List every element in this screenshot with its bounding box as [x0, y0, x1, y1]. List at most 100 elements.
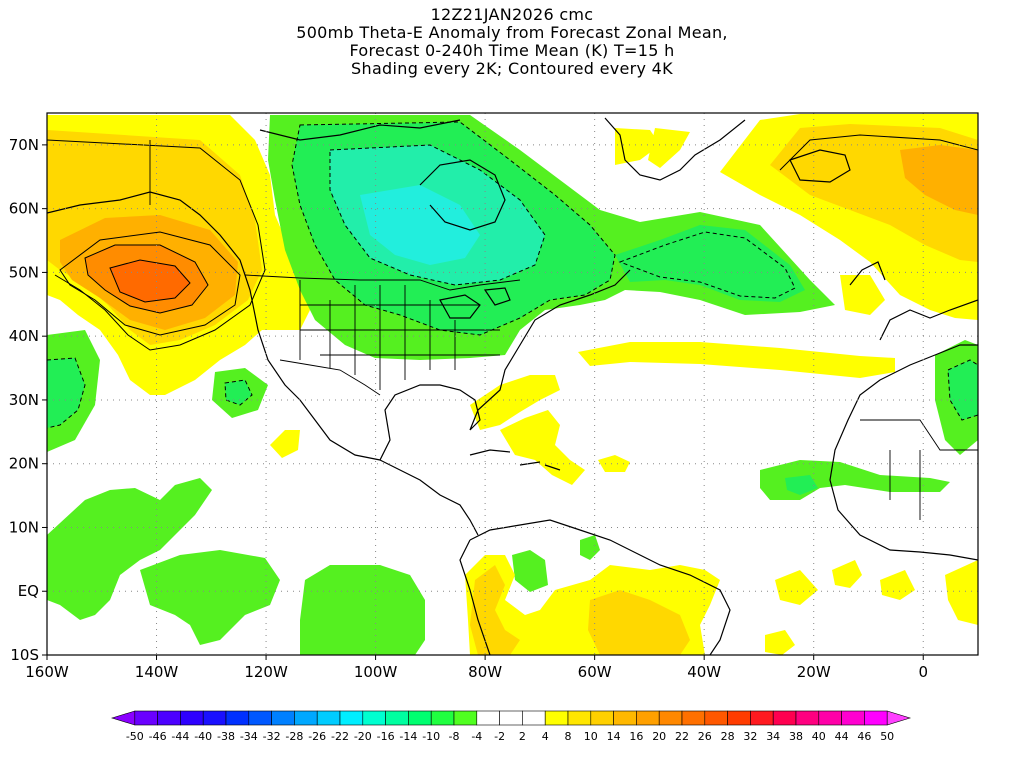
- hudson-bay-coastline: [419, 159, 506, 231]
- colorbar: -50 -46 -44 -40 -38 -34 -32 -28 -26 -22 -20 -16 -14-…: [110, 710, 912, 743]
- us-mexico-border: [279, 359, 381, 396]
- colombia-cold: [580, 535, 600, 560]
- africa-borders: [860, 419, 978, 520]
- map-frame: [46, 112, 979, 656]
- lon-tick-label: 160W: [25, 663, 69, 681]
- lat-tick-label: 50N: [9, 263, 39, 281]
- contour-epac-neg4: [47, 357, 86, 429]
- colorbar-label: 2: [519, 730, 526, 743]
- colorbar-label: 8: [565, 730, 572, 743]
- colorbar-label: 10: [584, 730, 598, 743]
- colorbar-swatch: [841, 710, 865, 726]
- colorbar-label: 46: [857, 730, 871, 743]
- contour-pacific-12: [109, 259, 191, 303]
- central-america-cold: [512, 550, 548, 592]
- colorbar-swatch: [772, 710, 797, 726]
- map-axes: 160W 140W 120W 100W 80W 60W 40W 20W 0 70N 60N 50N 40…: [9, 136, 928, 681]
- atlantic-warm-patch-2: [765, 630, 795, 655]
- contour-na-neg8: [329, 144, 546, 286]
- mexico-warm-patch: [270, 430, 300, 458]
- north-america-coastline: [47, 191, 479, 536]
- colorbar-label: 22: [675, 730, 689, 743]
- title-line-variable: 500mb Theta-E Anomaly from Forecast Zona…: [296, 23, 728, 42]
- colorbar-label: -20: [354, 730, 372, 743]
- west-africa-cold-inner: [785, 475, 818, 495]
- gulf-coastline: [379, 269, 631, 461]
- lon-tick-label: 40W: [687, 663, 721, 681]
- colorbar-swatch: [430, 710, 455, 726]
- atlantic-warm-patch: [775, 570, 818, 605]
- gulf-warm-patch: [470, 375, 560, 430]
- atlantic-warm-band: [578, 342, 895, 378]
- colorbar-label: -10: [422, 730, 440, 743]
- us-canada-border: [244, 274, 521, 291]
- equatorial-atlantic-warm: [880, 570, 915, 600]
- greenland-warm-anomaly: [615, 128, 660, 165]
- colorbar-swatch: [202, 710, 227, 726]
- contour-eatl-neg4: [947, 359, 978, 421]
- colorbar-label: 34: [766, 730, 780, 743]
- colorbar-label: -32: [263, 730, 281, 743]
- colorbar-swatch: [590, 710, 614, 726]
- lat-tick-label: 70N: [9, 136, 39, 154]
- canada-arctic-coastline: [259, 119, 461, 141]
- colorbar-label: -4: [471, 730, 482, 743]
- lon-tick-label: 140W: [135, 663, 179, 681]
- colorbar-swatch: [499, 710, 523, 726]
- graticule: [47, 113, 978, 655]
- colorbar-label: -8: [449, 730, 460, 743]
- colorbar-swatch: [658, 710, 683, 726]
- lat-tick-label: EQ: [18, 582, 39, 600]
- colorbar-swatch: [271, 710, 295, 726]
- colorbar-label: 16: [629, 730, 643, 743]
- iceland-coastline: [789, 149, 851, 183]
- colorbar-swatch: [157, 710, 181, 726]
- caribbean-warm-patch: [500, 410, 585, 485]
- contour-pacific-8: [84, 244, 209, 314]
- colorbar-swatch: [544, 710, 569, 726]
- colorbar-swatch: [385, 710, 409, 726]
- colorbar-swatch: [225, 710, 250, 726]
- colorbar-swatch: [818, 710, 842, 726]
- pacific-warm-anomaly-max: [110, 260, 190, 302]
- colorbar-label: 44: [835, 730, 849, 743]
- title-line-shading: Shading every 2K; Contoured every 4K: [351, 59, 673, 78]
- colorbar-label: -46: [149, 730, 167, 743]
- colorbar-swatch: [613, 710, 637, 726]
- lat-tick-label: 10N: [9, 518, 39, 536]
- east-pacific-cold-patch-inner: [47, 358, 85, 428]
- colorbar-label: 14: [607, 730, 621, 743]
- colorbar-label: -22: [331, 730, 349, 743]
- colorbar-label: -40: [194, 730, 212, 743]
- colorbar-swatch: [704, 710, 728, 726]
- colorbar-swatch: [362, 710, 386, 726]
- colorbar-swatch: [864, 710, 888, 726]
- lat-tick-label: 40N: [9, 327, 39, 345]
- colorbar-swatch: [408, 710, 432, 726]
- colorbar-label: -2: [494, 730, 505, 743]
- lat-tick-label: 60N: [9, 200, 39, 218]
- caribbean-islands: [469, 449, 561, 471]
- colorbar-label: -38: [217, 730, 235, 743]
- lon-tick-label: 20W: [797, 663, 831, 681]
- colorbar-label: -44: [171, 730, 189, 743]
- great-lakes: [439, 287, 511, 319]
- contour-pacific-0: [47, 139, 266, 351]
- lat-tick-label: 10S: [10, 646, 39, 664]
- colorbar-swatch: [795, 710, 820, 726]
- colorbar-swatch: [294, 710, 318, 726]
- colorbar-label: -16: [377, 730, 395, 743]
- tropical-pacific-cold-3: [300, 565, 425, 655]
- colorbar-swatch: [681, 710, 706, 726]
- contour-eurasia-4: [779, 134, 978, 171]
- colorbar-swatch: [180, 710, 204, 726]
- colorbar-label: 4: [542, 730, 549, 743]
- lat-tick-label: 20N: [9, 455, 39, 473]
- colorbar-label: -14: [399, 730, 417, 743]
- colorbar-swatch: [636, 710, 660, 726]
- lon-tick-label: 100W: [354, 663, 398, 681]
- map-title: 12Z21JAN2026 cmc 500mb Theta-E Anomaly f…: [0, 6, 1024, 78]
- colorbar-swatch: [134, 710, 158, 726]
- north-america-cold-anomaly-peak: [360, 185, 480, 265]
